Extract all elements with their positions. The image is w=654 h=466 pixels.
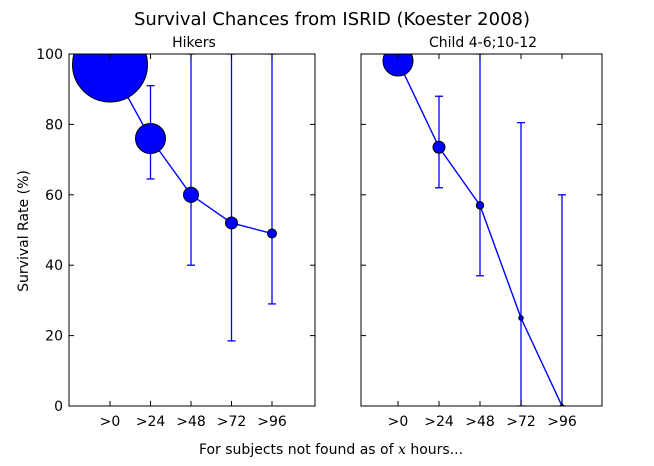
x-tick-label: >72 — [217, 414, 247, 430]
x-axis-label-variable: x — [398, 442, 406, 458]
panel-hikers: Hikers 0 20 40 60 80 100 >0 >24 >48 >72 >96 — [36, 35, 316, 430]
data-point — [382, 54, 414, 77]
data-point — [267, 228, 277, 239]
x-tick-label: >48 — [176, 414, 206, 430]
data-point — [225, 216, 238, 230]
y-tick-label: 100 — [36, 47, 63, 63]
y-tick-label: 80 — [45, 117, 63, 133]
data-point — [135, 122, 166, 154]
x-tick-label: >48 — [465, 414, 495, 430]
y-tick-label: 60 — [45, 188, 63, 204]
data-point — [432, 140, 446, 154]
axes-frame — [68, 53, 316, 407]
data-point — [72, 54, 148, 103]
y-tick-label: 0 — [54, 399, 63, 415]
axes-frame — [360, 53, 603, 407]
data-point — [518, 315, 524, 321]
panel-title: Child 4-6;10-12 — [429, 35, 537, 51]
figure-title: Survival Chances from ISRID (Koester 200… — [134, 9, 530, 30]
y-tick-label: 40 — [45, 258, 63, 274]
plot-area — [72, 54, 277, 342]
x-tick-label: >24 — [136, 414, 166, 430]
data-point — [475, 201, 485, 210]
x-tick-label: >0 — [388, 414, 409, 430]
panel-child: Child 4-6;10-12 >0 >24 >48 >72 >96 — [360, 35, 603, 430]
x-tick-label: >72 — [506, 414, 536, 430]
x-axis-label: For subjects not found as of x hours... — [199, 442, 463, 458]
panel-title: Hikers — [172, 35, 216, 51]
plot-area — [382, 54, 566, 406]
y-axis-label: Survival Rate (%) — [16, 170, 32, 292]
y-tick-label: 20 — [45, 329, 63, 345]
data-point — [183, 186, 199, 203]
x-axis-label-suffix: hours... — [406, 442, 463, 458]
x-axis-label-prefix: For subjects not found as of — [199, 442, 398, 458]
x-tick-label: >0 — [100, 414, 121, 430]
x-tick-label: >96 — [547, 414, 577, 430]
x-tick-label: >96 — [257, 414, 287, 430]
x-tick-label: >24 — [424, 414, 454, 430]
